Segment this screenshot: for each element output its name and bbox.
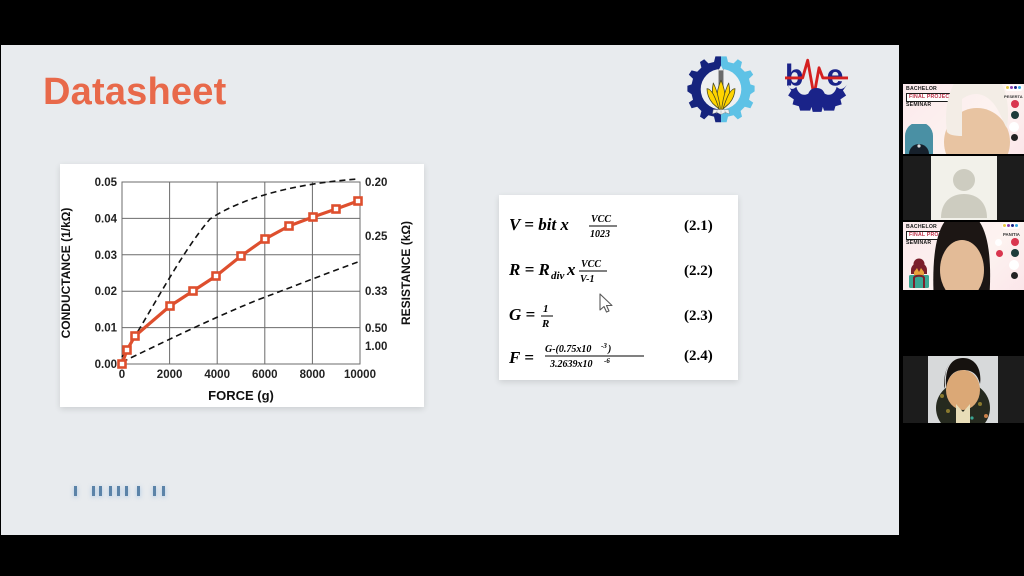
svg-text:RESISTANCE (kΩ): RESISTANCE (kΩ) [399,221,413,325]
svg-text:(2.2): (2.2) [684,263,713,279]
svg-text:10000: 10000 [344,369,376,381]
svg-text:R = R: R = R [508,260,550,279]
svg-text:3.2639x10: 3.2639x10 [549,359,593,370]
svg-text:1: 1 [543,303,549,315]
svg-text:G =: G = [509,305,535,324]
svg-text:(2.1): (2.1) [684,218,713,234]
svg-text:VCC: VCC [591,214,611,225]
svg-text:-6: -6 [604,357,610,365]
svg-text:-3: -3 [601,342,607,350]
svg-text:VCC: VCC [581,259,601,270]
svg-text:F =: F = [508,348,534,367]
svg-text:FORCE (g): FORCE (g) [208,388,274,403]
svg-text:0.25: 0.25 [365,231,388,243]
svg-text:V-1: V-1 [580,274,594,285]
svg-text:0.01: 0.01 [95,323,118,335]
svg-text:0.02: 0.02 [95,286,117,298]
svg-text:2000: 2000 [157,369,183,381]
svg-text:div: div [551,270,565,282]
svg-text:1023: 1023 [590,229,610,240]
svg-text:8000: 8000 [300,369,326,381]
svg-text:(2.3): (2.3) [684,308,713,324]
svg-text:e: e [827,59,844,92]
svg-text:0.20: 0.20 [365,177,387,189]
svg-text:0.50: 0.50 [365,323,387,335]
svg-text:6000: 6000 [252,369,278,381]
svg-text:0.33: 0.33 [365,286,387,298]
svg-text:4000: 4000 [204,369,230,381]
svg-text:): ) [607,344,611,355]
svg-text:0.04: 0.04 [95,213,118,225]
svg-text:CONDUCTANCE (1/kΩ): CONDUCTANCE (1/kΩ) [60,208,73,339]
svg-text:x: x [566,260,576,279]
svg-text:0: 0 [119,369,125,381]
svg-text:0.03: 0.03 [95,250,117,262]
svg-text:R: R [541,318,549,330]
svg-text:G-(0.75x10: G-(0.75x10 [545,344,591,355]
svg-text:1.00: 1.00 [365,341,387,353]
svg-text:b: b [785,59,803,92]
svg-text:0.00: 0.00 [95,359,117,371]
svg-text:V = bit x: V = bit x [509,215,569,234]
svg-text:(2.4): (2.4) [684,348,713,364]
svg-text:0.05: 0.05 [95,177,118,189]
